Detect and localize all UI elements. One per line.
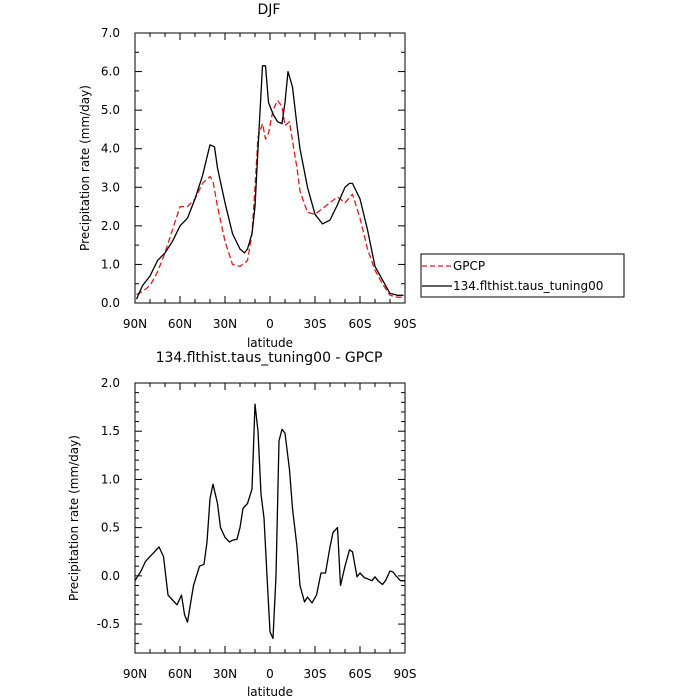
chart-title: DJF bbox=[258, 2, 281, 18]
y-tick-label: 0.0 bbox=[101, 296, 120, 310]
legend: GPCP 134.flthist.taus_tuning00 bbox=[420, 253, 625, 298]
y-tick-label: 5.0 bbox=[101, 103, 120, 117]
chart-difference: 134.flthist.taus_tuning00 - GPCP 90N 60N 3… bbox=[67, 350, 416, 699]
legend-label-gpcp: GPCP bbox=[453, 259, 485, 273]
series-layer bbox=[135, 65, 404, 300]
x-axis-title: latitude bbox=[247, 336, 293, 350]
x-tick-label: 30N bbox=[213, 317, 237, 331]
y-tick-label: -0.5 bbox=[97, 617, 120, 631]
x-tick-label: 0 bbox=[266, 317, 274, 331]
legend-label-model: 134.flthist.taus_tuning00 bbox=[453, 279, 603, 293]
x-tick-label: 60N bbox=[168, 317, 192, 331]
x-tick-label: 90S bbox=[394, 667, 417, 681]
y-tick-label: 2.0 bbox=[101, 219, 120, 233]
x-tick-label: 30S bbox=[304, 667, 327, 681]
y-tick-label: 0.0 bbox=[101, 569, 120, 583]
x-tick-label: 90N bbox=[123, 667, 147, 681]
chart-title: 134.flthist.taus_tuning00 - GPCP bbox=[156, 350, 383, 366]
tick-layer: 90N 60N 30N 0 30S 60S 90S -0.5 0.0 0.5 1.0 1.5 2.0 bbox=[97, 376, 417, 681]
y-tick-label: 1.5 bbox=[101, 424, 120, 438]
legend-box bbox=[420, 253, 625, 298]
x-tick-label: 30S bbox=[304, 317, 327, 331]
series-layer bbox=[134, 403, 405, 640]
y-tick-label: 7.0 bbox=[101, 26, 120, 40]
tick-layer: 90N 60N 30N 0 30S 60S 90S 0.0 1.0 2.0 3.0 4.0 5.0 6.0… bbox=[101, 26, 417, 331]
y-tick-label: 1.0 bbox=[101, 472, 120, 486]
y-tick-label: 3.0 bbox=[101, 180, 120, 194]
y-axis-title: Precipitation rate (mm/day) bbox=[78, 85, 92, 251]
x-tick-label: 90N bbox=[123, 317, 147, 331]
x-tick-label: 0 bbox=[266, 667, 274, 681]
x-tick-label: 60S bbox=[349, 317, 372, 331]
y-tick-label: 2.0 bbox=[101, 376, 120, 390]
x-tick-label: 90S bbox=[394, 317, 417, 331]
plot-frame bbox=[134, 32, 406, 304]
x-axis-title: latitude bbox=[247, 685, 293, 699]
series-line-134-flthist-taus-tuning00 bbox=[135, 65, 404, 300]
y-tick-label: 6.0 bbox=[101, 65, 120, 79]
y-tick-label: 0.5 bbox=[101, 521, 120, 535]
series-line-difference bbox=[134, 403, 405, 640]
y-axis-title: Precipitation rate (mm/day) bbox=[67, 435, 81, 601]
x-tick-label: 60S bbox=[349, 667, 372, 681]
chart-djf: DJF 90N 60N 30N 0 30S 60S 90S 0.0 1.0 2.0 3.0 4.0 5.… bbox=[78, 2, 625, 350]
series-line-gpcp bbox=[136, 99, 404, 298]
x-tick-label: 60N bbox=[168, 667, 192, 681]
plot-frame bbox=[134, 382, 406, 654]
y-tick-label: 1.0 bbox=[101, 257, 120, 271]
x-tick-label: 30N bbox=[213, 667, 237, 681]
y-tick-label: 4.0 bbox=[101, 142, 120, 156]
